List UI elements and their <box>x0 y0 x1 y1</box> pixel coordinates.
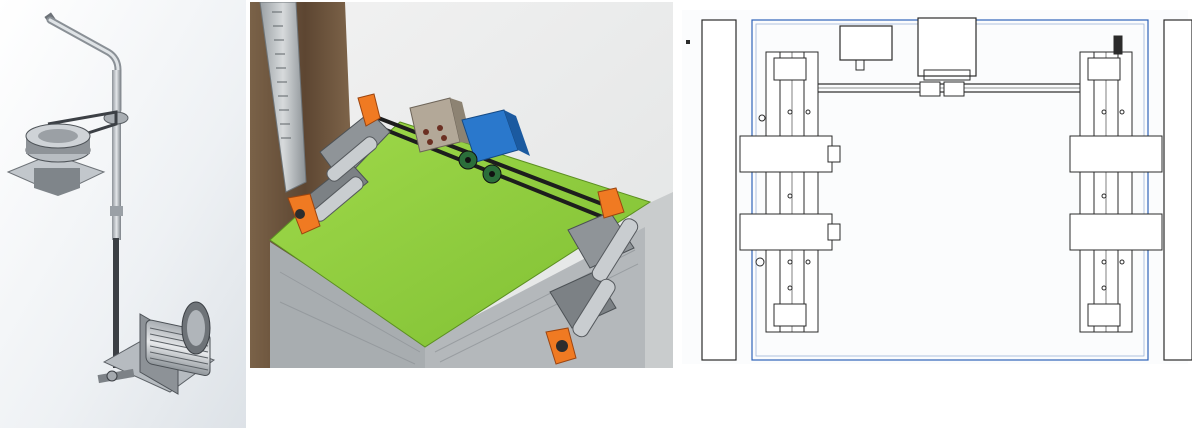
car-side-left <box>270 242 425 368</box>
motor-box <box>917 17 977 77</box>
roller-guide-upper-left <box>287 93 391 235</box>
blue-motor <box>458 109 530 184</box>
winch-drum <box>97 301 216 395</box>
roller-guide-lower-right <box>545 187 639 365</box>
drawing-annotations <box>686 40 766 267</box>
pipe-arm <box>44 12 122 114</box>
wall-block-left <box>701 19 737 361</box>
vertical-pole <box>112 70 121 240</box>
guide-rail-left <box>259 2 307 193</box>
cad-mechanism-drawing <box>0 0 246 428</box>
controller-box <box>839 25 893 61</box>
guide-column-right <box>1069 35 1163 333</box>
technical-drawing-panel <box>680 0 1192 428</box>
top-view-drawing <box>680 0 1192 428</box>
car-top-render <box>250 2 673 368</box>
lower-rod <box>113 238 119 368</box>
rail-ruler-marks <box>272 11 291 139</box>
pole-collar <box>110 206 123 216</box>
motor-platform <box>6 123 106 196</box>
wall-block-right <box>1163 19 1192 361</box>
render-car-top-panel <box>250 2 673 368</box>
cad-mechanism-panel <box>0 0 246 428</box>
guide-column-left <box>739 51 841 333</box>
